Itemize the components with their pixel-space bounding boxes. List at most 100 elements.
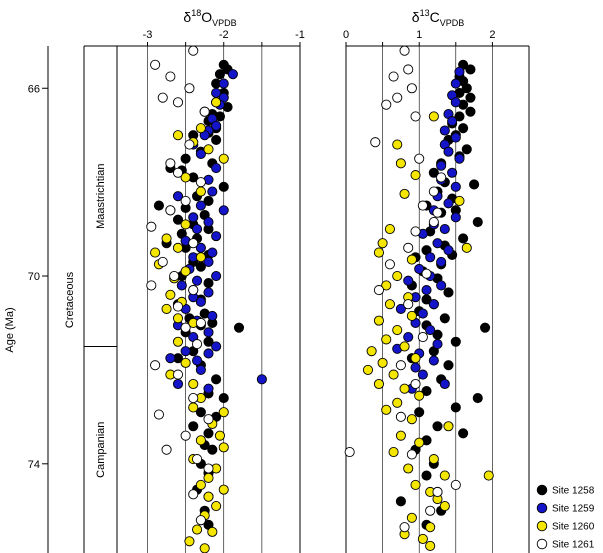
point-site-1260	[195, 479, 206, 490]
point-site-1261	[169, 270, 180, 282]
point-site-1261	[203, 414, 214, 425]
point-site-1261	[188, 238, 199, 249]
point-site-1261	[180, 430, 191, 441]
point-site-1258	[458, 123, 469, 134]
point-site-1259	[195, 364, 206, 375]
point-site-1258	[469, 179, 480, 190]
point-site-1261	[161, 444, 172, 455]
point-site-1259	[207, 186, 218, 197]
point-site-1258	[443, 287, 454, 298]
point-site-1261	[165, 205, 176, 216]
point-site-1258	[465, 106, 476, 117]
point-site-1261	[392, 92, 403, 103]
point-site-1261	[188, 489, 199, 500]
point-site-1261	[199, 106, 210, 117]
period-label: Cretaceous	[64, 271, 76, 328]
point-site-1260	[366, 346, 377, 357]
point-site-1259	[207, 247, 218, 258]
point-site-1259	[195, 296, 206, 307]
point-site-1261	[403, 242, 414, 253]
point-site-1258	[211, 374, 222, 385]
point-site-1259	[450, 97, 461, 108]
age-axis-title: Age (Ma)	[4, 307, 16, 352]
point-site-1261	[188, 285, 199, 296]
point-site-1260	[414, 390, 425, 401]
point-site-1261	[406, 449, 417, 460]
point-site-1259	[450, 132, 461, 143]
point-site-1259	[428, 355, 439, 366]
point-site-1259	[432, 339, 443, 350]
point-site-1261	[146, 280, 157, 291]
point-site-1258	[421, 470, 432, 481]
point-site-1258	[414, 407, 425, 418]
point-site-1259	[192, 355, 203, 366]
age-tick-label: 74	[28, 459, 40, 471]
stage-label-campanian: Campanian	[95, 422, 107, 478]
point-site-1260	[150, 247, 161, 258]
point-site-1261	[399, 45, 410, 56]
legend-marker	[536, 520, 548, 532]
point-site-1261	[388, 71, 399, 82]
point-site-1260	[392, 139, 403, 150]
point-site-1260	[161, 303, 172, 314]
point-site-1261	[195, 317, 206, 329]
point-site-1261	[344, 447, 355, 458]
point-site-1258	[472, 216, 483, 228]
point-site-1259	[403, 332, 414, 343]
point-site-1258	[472, 393, 483, 404]
point-site-1258	[461, 83, 472, 94]
point-site-1261	[403, 64, 414, 75]
point-site-1258	[432, 421, 443, 432]
point-site-1260	[388, 447, 399, 458]
point-site-1261	[195, 515, 206, 526]
point-site-1261	[410, 226, 421, 237]
point-site-1260	[218, 484, 229, 495]
d18o-panel: δ18OVPDB -3 -2 -1	[116, 8, 305, 553]
point-site-1259	[203, 256, 214, 267]
point-site-1260	[381, 404, 392, 415]
point-site-1261	[432, 207, 443, 218]
point-site-1260	[180, 219, 191, 230]
point-site-1261	[172, 97, 184, 108]
point-site-1260	[180, 266, 191, 277]
point-site-1261	[172, 369, 184, 380]
point-site-1261	[373, 285, 384, 296]
point-site-1259	[454, 153, 465, 164]
point-site-1258	[207, 444, 218, 455]
point-site-1260	[211, 97, 222, 108]
point-site-1259	[211, 270, 222, 282]
point-site-1261	[165, 71, 176, 82]
point-site-1260	[211, 501, 222, 512]
point-site-1260	[406, 512, 417, 523]
point-site-1260	[417, 533, 428, 544]
point-site-1258	[233, 322, 245, 333]
point-site-1259	[425, 252, 436, 263]
point-site-1260	[373, 315, 384, 326]
point-site-1260	[165, 289, 176, 300]
point-site-1261	[188, 393, 199, 404]
point-site-1260	[399, 383, 410, 394]
point-site-1258	[211, 134, 222, 145]
point-site-1259	[436, 160, 447, 171]
point-site-1260	[180, 357, 191, 368]
point-site-1260	[203, 144, 214, 155]
point-site-1259	[417, 369, 428, 380]
point-site-1261	[184, 139, 195, 150]
x-tick-label: 1	[416, 29, 422, 41]
point-site-1259	[218, 205, 229, 216]
point-site-1261	[436, 172, 447, 183]
point-site-1258	[153, 200, 164, 211]
point-site-1261	[428, 216, 439, 228]
point-site-1258	[195, 407, 206, 418]
legend-label: Site 1259	[552, 504, 595, 515]
point-site-1259	[410, 362, 421, 373]
point-site-1260	[410, 353, 421, 364]
point-site-1259	[203, 348, 214, 359]
point-site-1260	[195, 435, 206, 446]
point-site-1260	[454, 195, 465, 206]
point-site-1260	[392, 397, 403, 408]
point-site-1261	[157, 256, 168, 267]
point-site-1260	[384, 224, 395, 235]
point-site-1260	[373, 378, 384, 390]
point-site-1261	[417, 332, 428, 343]
